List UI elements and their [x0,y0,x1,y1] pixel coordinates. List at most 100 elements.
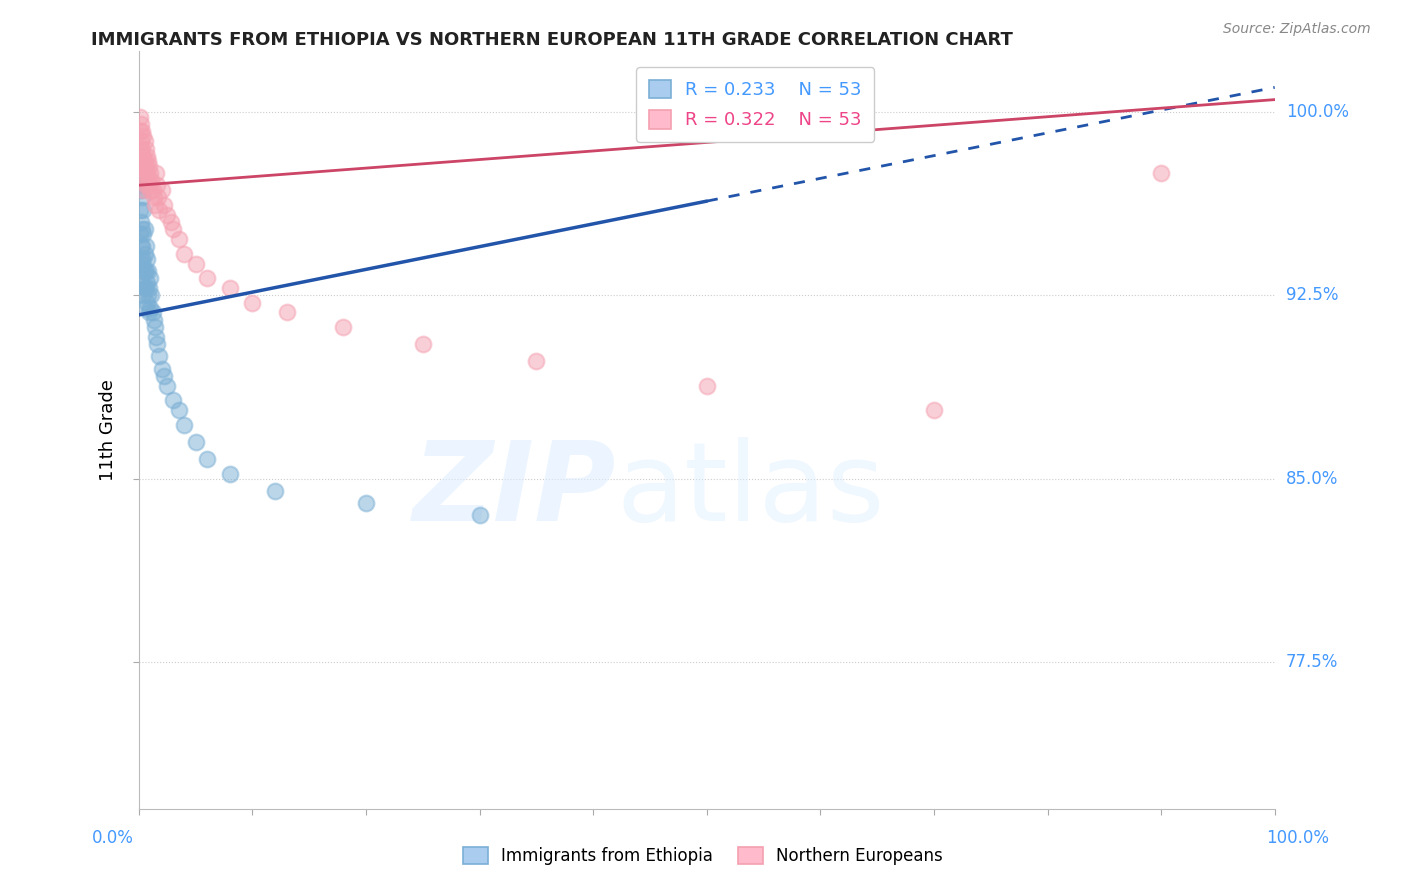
Point [135,166,157,180]
Y-axis label: 11th Grade: 11th Grade [100,379,117,481]
Point [332,320,354,334]
Point [468,508,491,523]
Point [139,183,162,197]
Point [132,129,155,144]
Point [146,337,169,351]
Point [132,227,155,241]
Text: 100.0%: 100.0% [1286,103,1348,120]
Point [129,215,152,229]
Point [134,173,156,187]
Point [131,142,153,156]
Point [129,227,152,241]
Point [131,159,153,173]
Point [136,173,159,187]
Text: IMMIGRANTS FROM ETHIOPIA VS NORTHERN EUROPEAN 11TH GRADE CORRELATION CHART: IMMIGRANTS FROM ETHIOPIA VS NORTHERN EUR… [91,31,1014,49]
Point [143,320,166,334]
Point [1150,166,1173,180]
Point [131,124,153,138]
Legend: Immigrants from Ethiopia, Northern Europeans: Immigrants from Ethiopia, Northern Europ… [453,837,953,875]
Point [134,281,156,295]
Point [135,149,157,163]
Point [276,305,298,319]
Point [148,202,170,217]
Point [136,264,159,278]
Point [145,166,167,180]
Point [135,239,157,253]
Point [159,215,181,229]
Point [129,178,152,193]
Point [138,281,160,295]
Point [150,183,173,197]
Text: 0.0%: 0.0% [91,829,134,847]
Point [142,312,165,326]
Point [129,142,152,156]
Point [162,393,184,408]
Point [138,159,160,173]
Point [134,264,156,278]
Text: ZIP: ZIP [412,437,616,544]
Point [132,166,155,180]
Point [129,252,152,266]
Point [132,288,155,302]
Point [132,252,155,266]
Point [156,208,179,222]
Point [153,369,176,384]
Text: Source: ZipAtlas.com: Source: ZipAtlas.com [1223,22,1371,37]
Point [132,149,155,163]
Text: 77.5%: 77.5% [1286,653,1339,672]
Point [264,483,287,498]
Point [138,178,160,193]
Point [167,403,190,417]
Point [129,183,152,197]
Point [135,281,157,295]
Point [132,183,155,197]
Point [195,271,218,285]
Point [131,222,153,236]
Point [135,252,157,266]
Point [138,305,160,319]
Point [218,467,240,481]
Point [145,330,167,344]
Point [131,239,153,253]
Point [129,134,152,148]
Point [141,305,163,319]
Point [141,183,163,197]
Point [142,190,165,204]
Text: 100.0%: 100.0% [1265,829,1329,847]
Point [173,246,195,260]
Point [135,178,157,193]
Point [148,350,170,364]
Point [412,337,434,351]
Point [156,379,179,393]
Point [139,301,162,315]
Point [129,153,152,168]
Text: 92.5%: 92.5% [1286,286,1339,304]
Legend: R = 0.233    N = 53, R = 0.322    N = 53: R = 0.233 N = 53, R = 0.322 N = 53 [637,67,875,142]
Point [129,117,152,131]
Text: 85.0%: 85.0% [1286,470,1339,488]
Point [136,153,159,168]
Point [131,190,153,204]
Point [143,198,166,212]
Point [242,295,264,310]
Point [922,403,945,417]
Point [134,246,156,260]
Point [131,276,153,290]
Point [153,198,176,212]
Point [135,142,157,156]
Point [141,173,163,187]
Point [135,264,157,278]
Point [141,288,163,302]
Point [354,496,377,510]
Point [132,264,155,278]
Point [129,110,152,124]
Point [148,190,170,204]
Point [131,256,153,270]
Point [135,295,157,310]
Point [162,222,184,236]
Point [195,452,218,467]
Text: atlas: atlas [616,437,884,544]
Point [139,271,162,285]
Point [173,417,195,432]
Point [526,354,548,368]
